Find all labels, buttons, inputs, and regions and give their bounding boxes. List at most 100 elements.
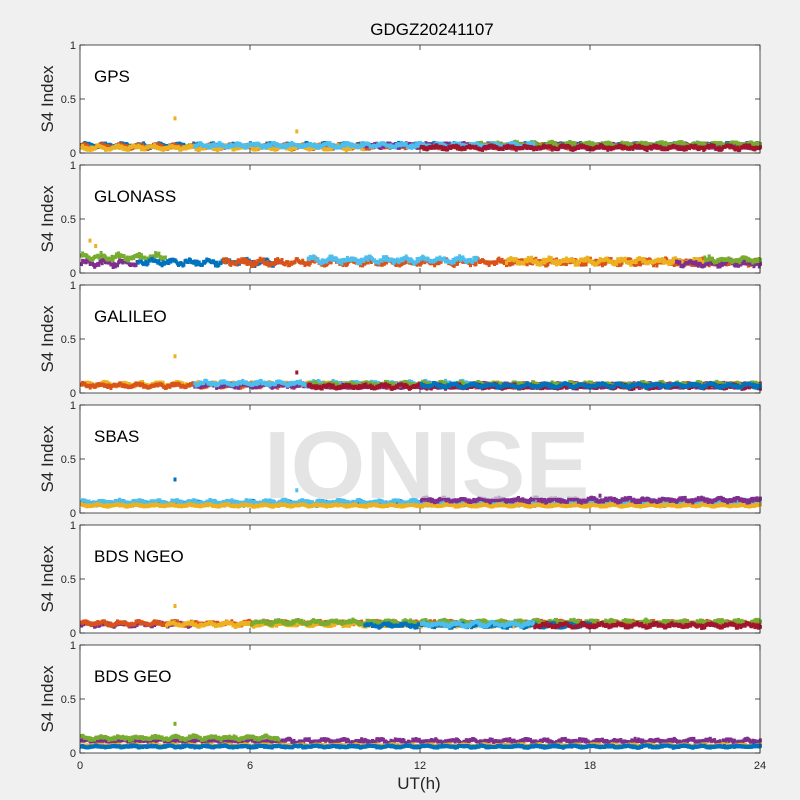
data-point — [620, 260, 624, 265]
plot-area — [80, 165, 760, 273]
data-point — [456, 261, 459, 266]
data-point — [229, 262, 233, 267]
data-point — [146, 261, 150, 266]
data-point — [262, 257, 265, 262]
outlier-point — [94, 244, 98, 248]
data-point — [274, 258, 277, 263]
data-point — [586, 256, 590, 261]
data-point — [634, 260, 638, 265]
data-point — [134, 263, 138, 267]
data-point — [549, 145, 553, 150]
data-point — [736, 145, 739, 150]
data-point — [215, 146, 219, 150]
data-point — [672, 263, 676, 267]
data-point — [363, 261, 367, 266]
data-point — [457, 256, 461, 261]
data-point — [564, 262, 568, 267]
data-point — [313, 142, 317, 147]
data-point — [660, 257, 664, 262]
data-point — [153, 143, 156, 148]
y-tick-label: 0.5 — [61, 94, 76, 106]
data-point — [606, 147, 610, 152]
data-point — [655, 263, 659, 268]
data-point — [667, 262, 671, 267]
data-point — [275, 260, 279, 265]
data-point — [637, 259, 641, 264]
data-point — [542, 257, 546, 262]
data-point — [758, 142, 762, 147]
data-point — [138, 145, 142, 150]
data-point — [242, 257, 246, 262]
data-point — [401, 258, 405, 263]
data-point — [236, 258, 240, 263]
data-point — [221, 257, 225, 262]
data-point — [505, 263, 508, 268]
data-point — [340, 261, 344, 266]
data-point — [264, 145, 268, 150]
data-point — [644, 145, 648, 150]
constellation-label: GPS — [94, 67, 130, 86]
data-point — [458, 254, 462, 259]
data-point — [253, 259, 257, 264]
data-point — [556, 259, 560, 264]
data-point — [328, 254, 332, 259]
data-point — [344, 258, 348, 262]
data-point — [203, 146, 207, 151]
data-point — [239, 259, 243, 264]
data-point — [758, 262, 762, 266]
data-point — [109, 257, 113, 262]
data-point — [738, 147, 742, 152]
data-point — [584, 262, 588, 267]
data-point — [241, 260, 245, 265]
data-point — [756, 261, 760, 266]
data-point — [217, 262, 221, 267]
data-point — [410, 145, 414, 150]
data-point — [758, 258, 762, 262]
data-point — [713, 144, 717, 149]
data-point — [367, 142, 371, 147]
data-point — [555, 262, 559, 267]
data-point — [699, 257, 702, 262]
data-point — [572, 258, 576, 263]
data-point — [718, 264, 722, 269]
data-point — [420, 260, 423, 265]
data-point — [331, 142, 335, 147]
data-point — [80, 253, 83, 258]
data-point — [573, 141, 577, 146]
series-7 — [703, 254, 762, 265]
data-point — [532, 142, 536, 146]
data-point — [313, 255, 317, 260]
data-point — [143, 255, 147, 260]
data-point — [661, 260, 665, 265]
data-point — [302, 260, 306, 265]
data-point — [612, 262, 616, 267]
data-point — [244, 257, 248, 262]
data-point — [411, 259, 415, 264]
data-point — [748, 261, 751, 266]
data-point — [251, 261, 255, 266]
data-point — [740, 142, 744, 147]
data-point — [404, 254, 408, 259]
data-point — [329, 260, 333, 265]
data-point — [348, 141, 352, 146]
data-point — [757, 264, 761, 269]
data-point — [651, 145, 654, 150]
data-point — [452, 260, 456, 265]
data-point — [153, 254, 156, 259]
data-point — [469, 263, 472, 268]
data-point — [742, 261, 746, 266]
data-point — [359, 261, 362, 266]
data-point — [293, 259, 297, 264]
data-point — [457, 144, 461, 149]
data-point — [126, 147, 130, 152]
data-point — [283, 262, 287, 267]
data-point — [514, 257, 518, 262]
data-point — [98, 254, 102, 259]
data-point — [201, 262, 204, 267]
data-point — [423, 260, 427, 265]
data-point — [385, 255, 389, 260]
data-point — [377, 260, 381, 265]
